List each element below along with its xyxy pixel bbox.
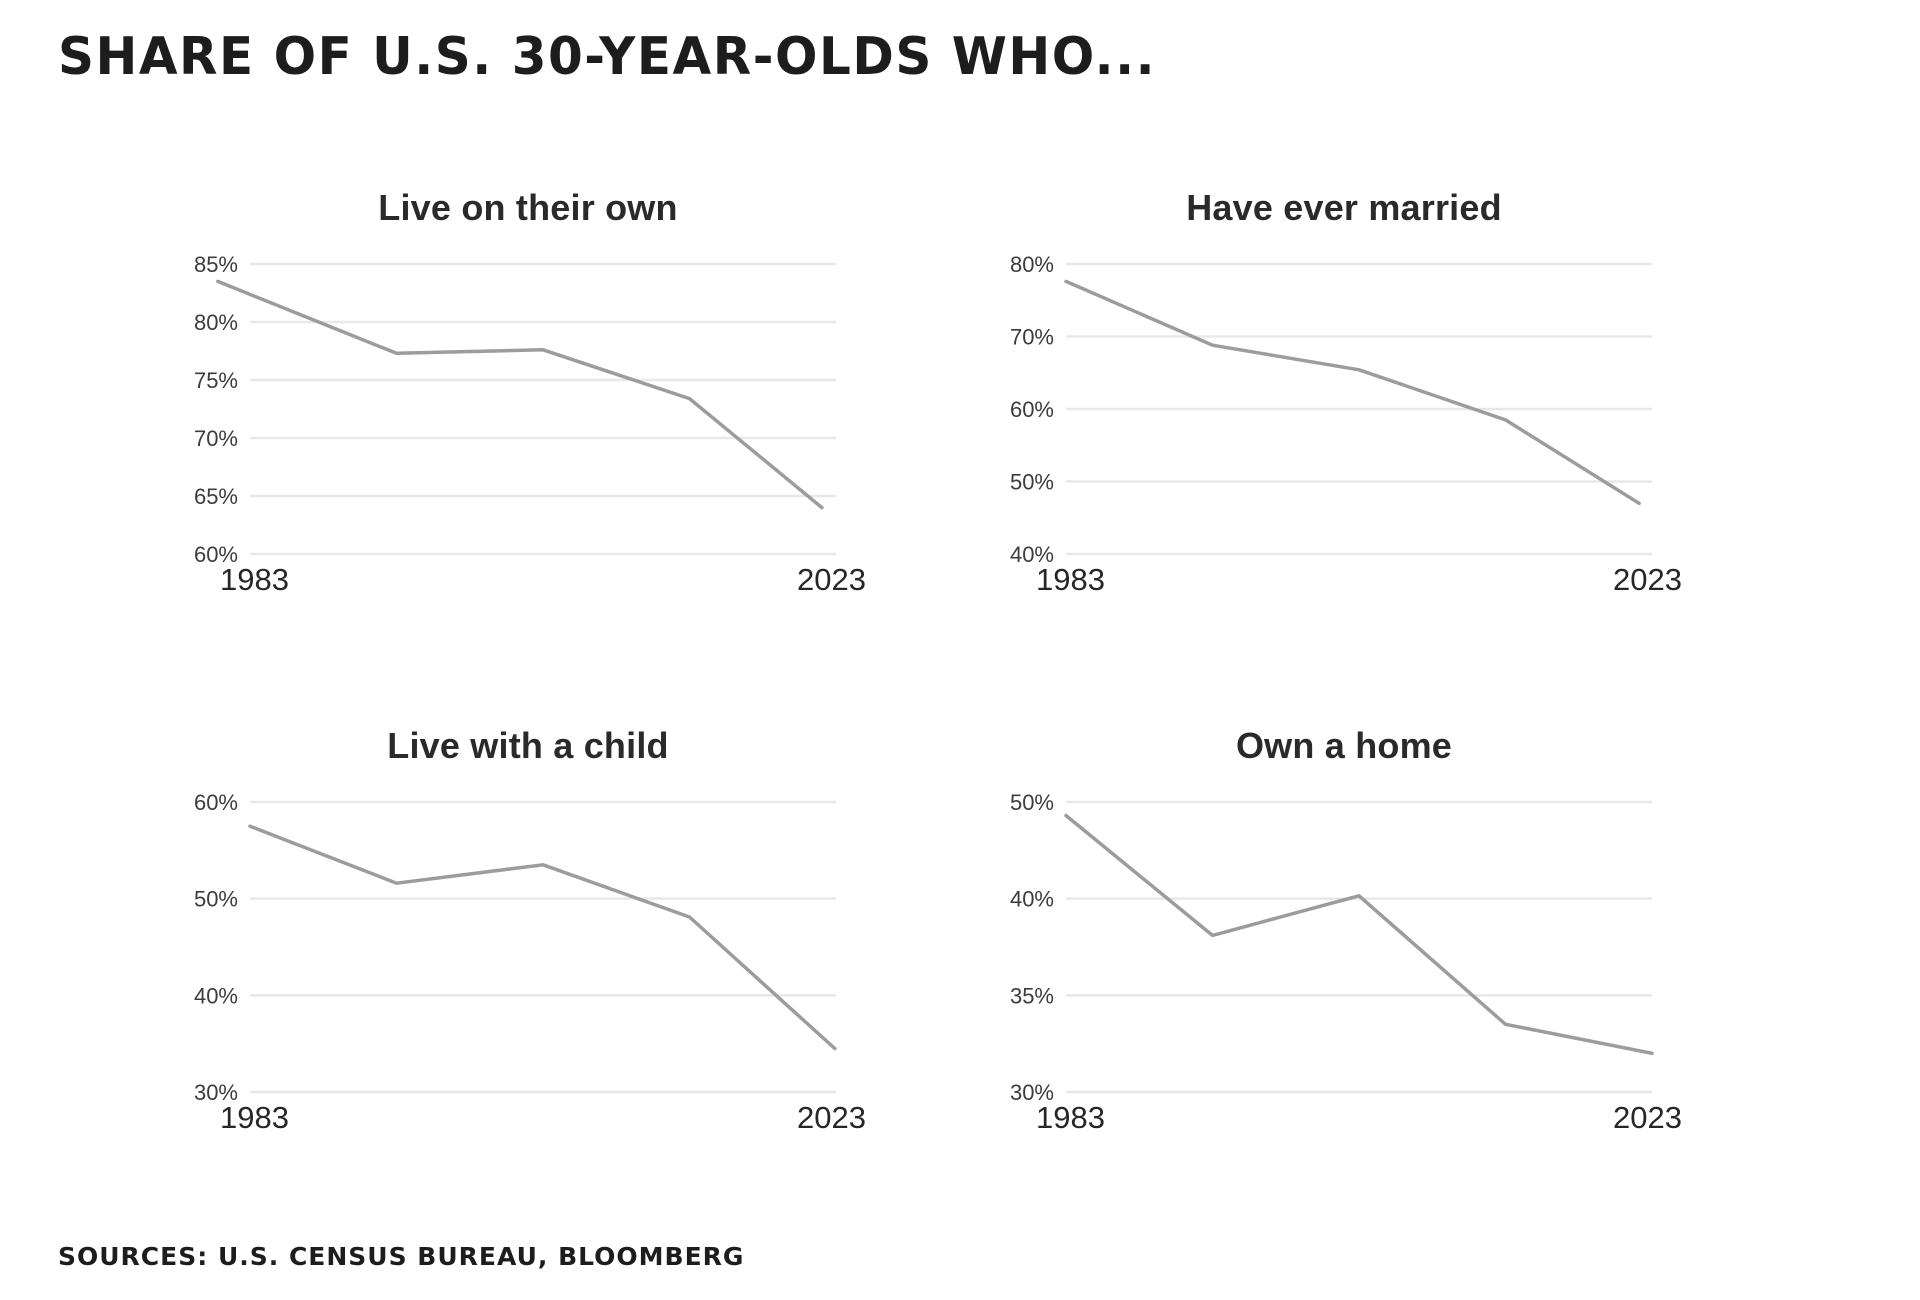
- x-axis-label-start: 1983: [1036, 562, 1105, 597]
- chart-panel-have-ever-married: Have ever married 80% 70% 60% 50% 40% 1983 202…: [984, 184, 1704, 664]
- y-tick-label: 50%: [1010, 470, 1054, 495]
- x-axis-label-start: 1983: [220, 1100, 289, 1135]
- chart-title-live-on-their-own: Live on their own: [378, 187, 678, 228]
- y-tick-label: 60%: [194, 790, 238, 815]
- y-tick-label: 70%: [1010, 325, 1054, 350]
- y-tick-label: 65%: [194, 484, 238, 509]
- chart-panel-live-with-a-child: Live with a child 60% 50% 40% 30% 1983 2023: [168, 722, 888, 1202]
- data-line: [1064, 813, 1654, 1056]
- y-tick-label: 40%: [1010, 542, 1054, 567]
- chart-title-have-ever-married: Have ever married: [1186, 187, 1502, 228]
- y-tick-label: 60%: [1010, 397, 1054, 422]
- y-tick-label: 50%: [1010, 790, 1054, 815]
- chart-canvas-own-a-home: 50% 40% 35% 30%1983 2023: [1010, 790, 1682, 1135]
- y-tick-label: 80%: [1010, 252, 1054, 277]
- y-tick-label: 40%: [194, 983, 238, 1008]
- y-tick-label: 80%: [194, 310, 238, 335]
- y-tick-label: 85%: [194, 252, 238, 277]
- chart-canvas-live-on-their-own: 85% 80% 75% 70% 65% 60%1983 2023: [194, 252, 866, 597]
- x-axis-label-start: 1983: [220, 562, 289, 597]
- data-line: [216, 279, 824, 510]
- data-line: [248, 824, 837, 1051]
- chart-panel-live-on-their-own: Live on their own 85% 80% 75% 70% 65% 60% 1983…: [168, 184, 888, 664]
- chart-canvas-have-ever-married: 80% 70% 60% 50% 40%1983 2023: [1010, 252, 1682, 597]
- data-line: [1064, 279, 1641, 506]
- y-tick-label: 75%: [194, 368, 238, 393]
- y-tick-label: 70%: [194, 426, 238, 451]
- y-tick-label: 40%: [1010, 887, 1054, 912]
- x-axis-label-end: 2023: [1613, 1100, 1682, 1135]
- chart-title-own-a-home: Own a home: [1235, 725, 1453, 766]
- y-tick-label: 50%: [194, 887, 238, 912]
- x-axis-label-end: 2023: [1613, 562, 1682, 597]
- chart-panel-own-a-home: Own a home 50% 40% 35% 30% 1983 2023: [984, 722, 1704, 1202]
- x-axis-label-start: 1983: [1036, 1100, 1105, 1135]
- source-note: SOURCES: U.S. CENSUS BUREAU, BLOOMBERG: [58, 1242, 745, 1271]
- y-tick-label: 30%: [1010, 1080, 1054, 1105]
- x-axis-label-end: 2023: [797, 562, 866, 597]
- chart-title-live-with-a-child: Live with a child: [387, 725, 669, 766]
- chart-canvas-live-with-a-child: 60% 50% 40% 30%1983 2023: [194, 790, 866, 1135]
- x-axis-label-end: 2023: [797, 1100, 866, 1135]
- y-tick-label: 60%: [194, 542, 238, 567]
- y-tick-label: 30%: [194, 1080, 238, 1105]
- y-tick-label: 35%: [1010, 983, 1054, 1008]
- page-title: SHARE OF U.S. 30-YEAR-OLDS WHO...: [58, 26, 1157, 87]
